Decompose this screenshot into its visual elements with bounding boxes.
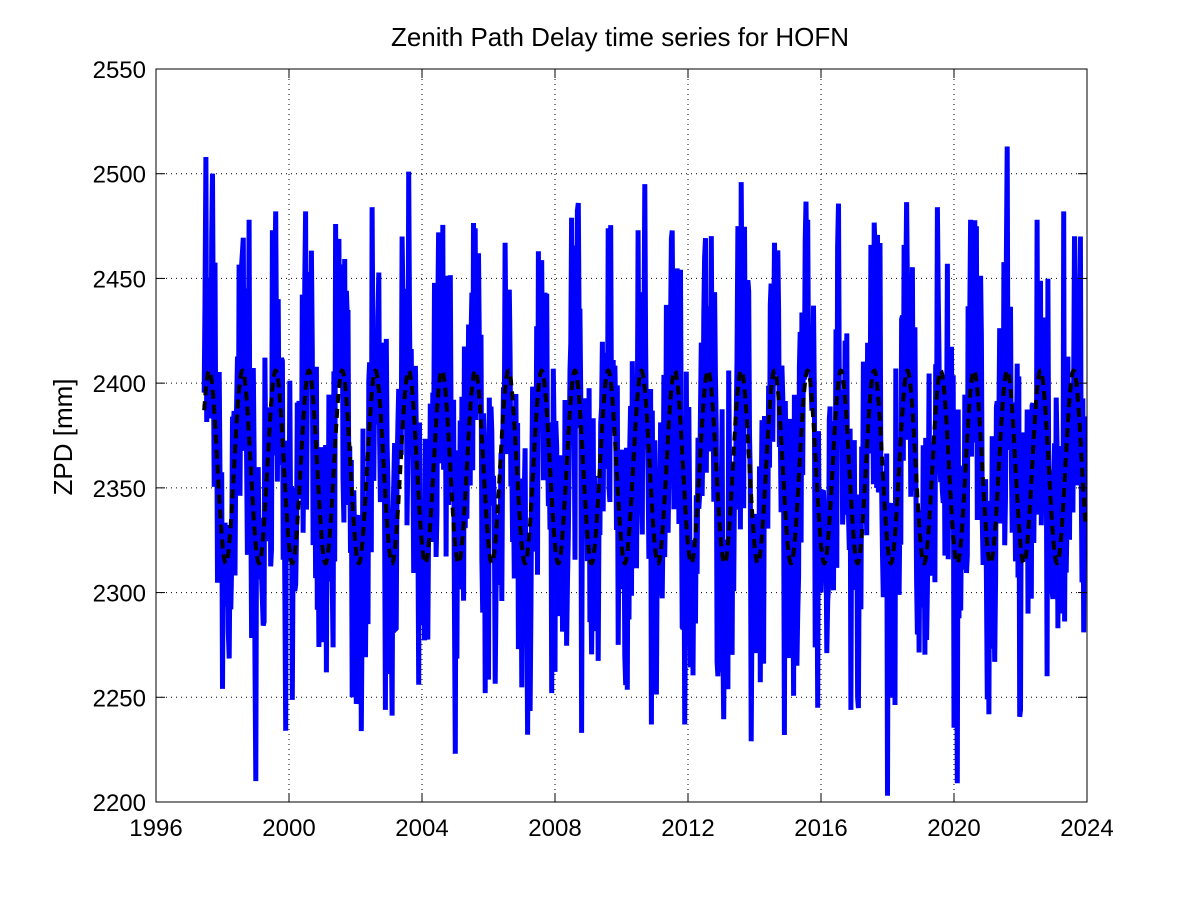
y-tick-label: 2350 <box>93 476 146 503</box>
y-tick-label: 2500 <box>93 162 146 189</box>
data-series <box>201 146 1088 796</box>
y-tick-label: 2450 <box>93 266 146 293</box>
x-tick-label: 2024 <box>1060 815 1113 842</box>
x-tick-label: 2020 <box>927 815 980 842</box>
x-tick-label: 2000 <box>262 815 315 842</box>
axes: 1996 2000 2004 2008 2012 2016 2020 2024 2200 2250… <box>93 57 1114 842</box>
x-tick-label: 2016 <box>794 815 847 842</box>
chart-title: Zenith Path Delay time series for HOFN <box>391 22 849 52</box>
y-tick-label: 2300 <box>93 581 146 608</box>
y-axis-label: ZPD [mm] <box>48 379 78 496</box>
x-tick-label: 2008 <box>528 815 581 842</box>
axes-box <box>155 68 1088 803</box>
x-tick-label: 2012 <box>661 815 714 842</box>
observed-zpd-line <box>201 146 1087 796</box>
y-tick-label: 2200 <box>93 790 146 817</box>
x-tick-label: 1996 <box>129 815 182 842</box>
y-tick-label: 2550 <box>93 57 146 84</box>
y-tick-label: 2250 <box>93 685 146 712</box>
x-tick-label: 2004 <box>395 815 448 842</box>
y-tick-label: 2400 <box>93 371 146 398</box>
seasonal-fit-line <box>202 368 1088 566</box>
